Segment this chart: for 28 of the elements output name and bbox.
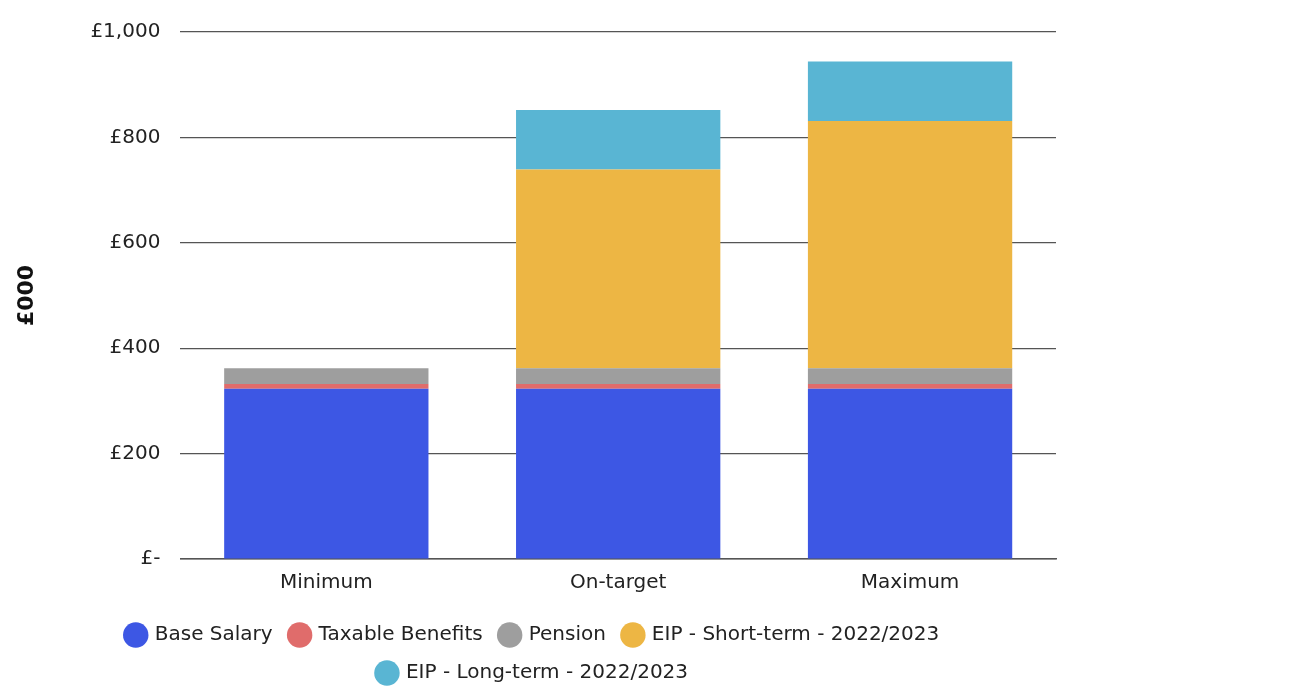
y-tick-label: £- <box>140 545 161 570</box>
legend-label: Taxable Benefits <box>317 621 483 646</box>
bar <box>224 368 429 385</box>
bar <box>516 388 721 559</box>
y-tick-label: £200 <box>109 439 161 464</box>
bar <box>516 368 721 385</box>
legend-label: Pension <box>528 621 606 646</box>
bar <box>516 169 721 369</box>
bar <box>807 384 1013 389</box>
bar <box>516 384 721 389</box>
x-tick-label: On-target <box>569 569 667 594</box>
legend-label: EIP - Short-term - 2022/2023 <box>651 621 940 646</box>
y-tick-label: £600 <box>109 229 161 253</box>
bar <box>224 388 429 559</box>
legend-label: Base Salary <box>154 621 273 646</box>
y-tick-label: £400 <box>109 334 161 359</box>
x-tick-label: Maximum <box>860 569 960 594</box>
bar <box>807 368 1013 385</box>
y-axis-title: £000 <box>12 264 38 327</box>
y-tick-label: £1,000 <box>90 18 161 43</box>
bar <box>224 384 429 389</box>
bar <box>516 110 721 170</box>
bar <box>807 61 1013 122</box>
x-tick-label: Minimum <box>279 569 373 594</box>
bar <box>807 388 1013 559</box>
y-tick-label: £800 <box>109 123 161 148</box>
legend-label: EIP - Long-term - 2022/2023 <box>405 659 689 684</box>
bar <box>807 121 1013 369</box>
